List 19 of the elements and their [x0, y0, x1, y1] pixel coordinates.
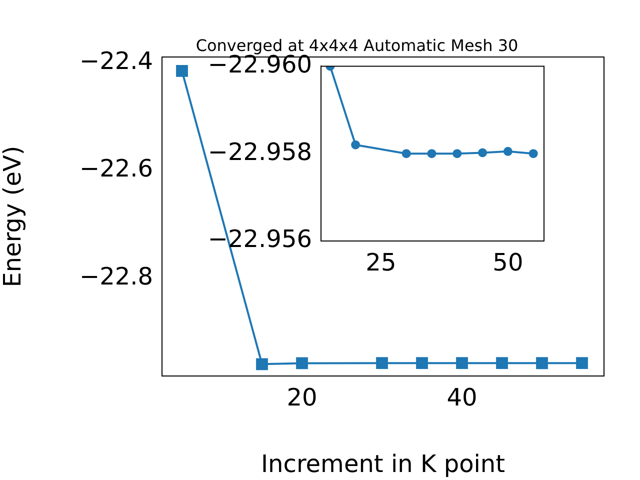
x-tick-label: 20 — [286, 384, 318, 412]
y-tick-label: −22.6 — [79, 154, 153, 183]
y-tick-label: −22.958 — [208, 138, 312, 166]
point — [416, 357, 428, 370]
y-tick-label: −22.4 — [79, 47, 153, 76]
point — [456, 357, 468, 370]
point — [496, 357, 508, 370]
point — [376, 357, 388, 370]
point — [576, 357, 588, 370]
y-axis-title: Energy (eV) — [0, 146, 27, 288]
x-axis-title: Increment in K point — [260, 450, 506, 478]
point — [256, 358, 268, 370]
y-tick-label: −22.8 — [79, 262, 153, 290]
x-tick-label: 50 — [492, 248, 524, 277]
point — [296, 357, 308, 370]
x-tick-label: 25 — [366, 248, 396, 277]
x-tick-label: 40 — [446, 384, 478, 412]
point — [176, 65, 188, 77]
point — [536, 357, 548, 370]
